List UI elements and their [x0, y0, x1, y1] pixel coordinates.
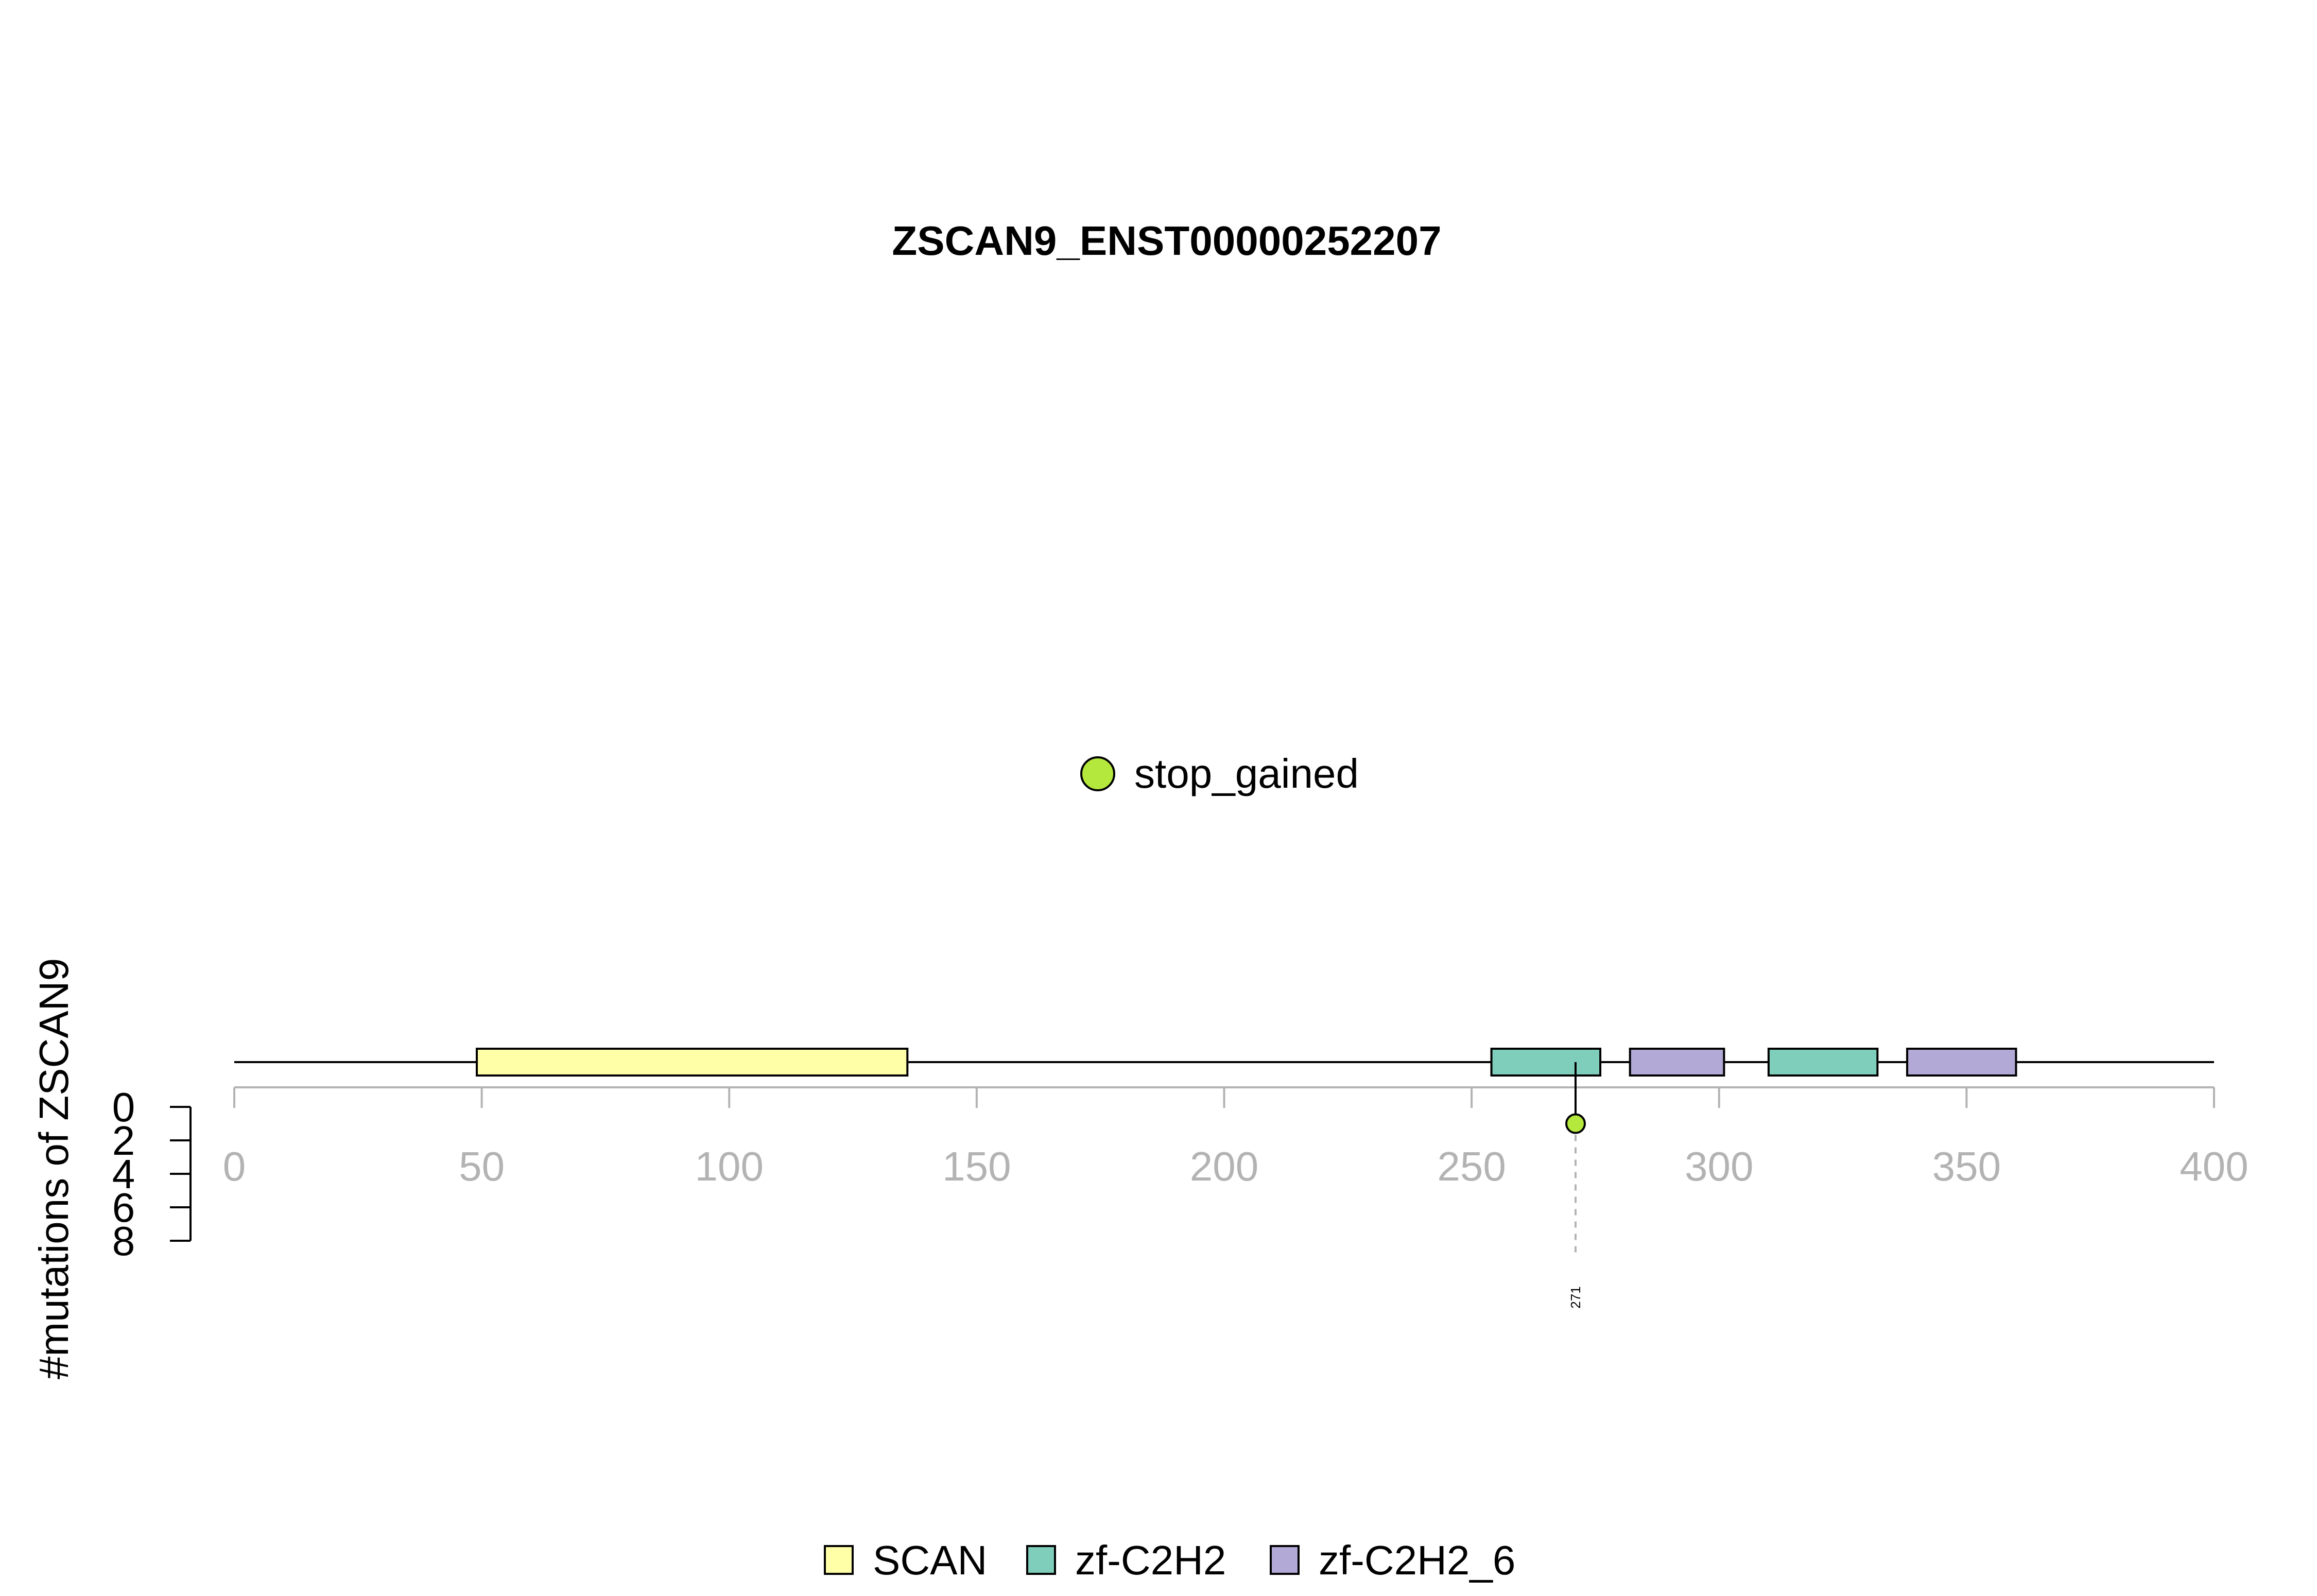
mutation-lollipops: 271 [1565, 1062, 1586, 1309]
y-axis-label: #mutations of ZSCAN9 [31, 958, 77, 1379]
legend-label-stop-gained: stop_gained [1134, 751, 1359, 796]
protein-track [234, 1048, 2214, 1077]
y-tick-label-2: 2 [112, 1118, 135, 1164]
legend-swatch-stop-gained [1080, 756, 1115, 791]
x-tick-label-400: 400 [2180, 1143, 2248, 1189]
x-tick-label-50: 50 [459, 1143, 505, 1189]
domain-zf-c2h2-6-4 [1906, 1048, 2017, 1077]
mutation-legend: stop_gained [1080, 751, 1359, 796]
x-tick-label-200: 200 [1190, 1143, 1258, 1189]
y-tick-label-0: 0 [112, 1084, 135, 1130]
x-tick-label-300: 300 [1685, 1143, 1753, 1189]
x-tick-label-0: 0 [223, 1143, 246, 1189]
domain-legend-swatch-2 [1270, 1545, 1300, 1575]
x-axis: 0 50 100 150 200 250 300 350 400 [223, 1086, 2249, 1189]
y-tick-label-4: 4 [112, 1151, 135, 1197]
x-tick-label-350: 350 [1932, 1143, 2001, 1189]
mutation-position-label-271: 271 [1568, 1286, 1583, 1308]
x-tick-label-250: 250 [1437, 1143, 1506, 1189]
domain-scan-0 [476, 1048, 909, 1077]
domain-zf-c2h2-1 [1490, 1048, 1602, 1077]
domain-legend-label-2: zf-C2H2_6 [1319, 1537, 1515, 1583]
chart-title: ZSCAN9_ENST00000252207 [892, 218, 1441, 264]
y-tick-label-6: 6 [112, 1185, 135, 1230]
domain-zf-c2h2-3 [1767, 1048, 1879, 1077]
domain-legend-label-0: SCAN [873, 1537, 987, 1583]
x-tick-label-100: 100 [695, 1143, 764, 1189]
domain-legend-swatch-1 [1026, 1545, 1056, 1575]
y-tick-label-8: 8 [112, 1218, 135, 1264]
domain-legend-label-1: zf-C2H2 [1075, 1537, 1226, 1583]
domain-zf-c2h2-6-2 [1629, 1048, 1725, 1077]
x-tick-label-150: 150 [942, 1143, 1011, 1189]
domain-legend: SCAN zf-C2H2 zf-C2H2_6 [824, 1537, 1515, 1583]
domain-legend-swatch-0 [824, 1545, 854, 1575]
mutation-point-271 [1565, 1113, 1586, 1134]
